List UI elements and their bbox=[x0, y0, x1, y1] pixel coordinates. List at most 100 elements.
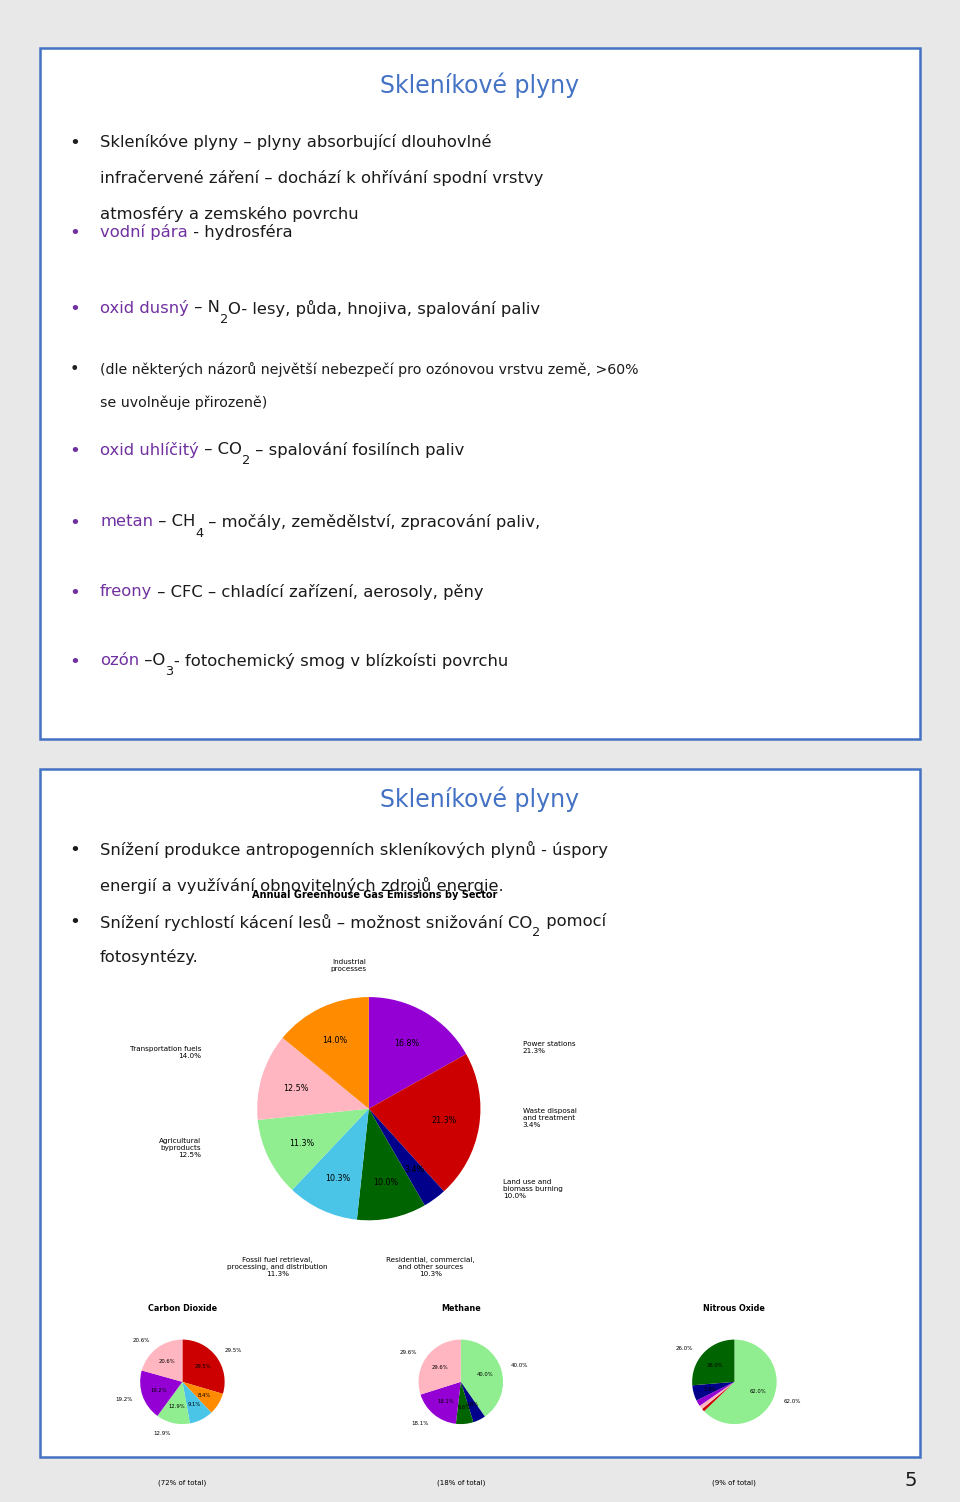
Text: freony: freony bbox=[100, 583, 153, 598]
Wedge shape bbox=[700, 1382, 734, 1409]
Wedge shape bbox=[369, 1108, 444, 1206]
Wedge shape bbox=[456, 1382, 473, 1424]
Text: metan: metan bbox=[100, 514, 153, 529]
Text: pomocí: pomocí bbox=[540, 913, 606, 930]
Text: atmosféry a zemského povrchu: atmosféry a zemského povrchu bbox=[100, 206, 359, 222]
Text: Residential, commercial,
and other sources
10.3%: Residential, commercial, and other sourc… bbox=[386, 1257, 474, 1277]
Text: 29.6%: 29.6% bbox=[431, 1365, 448, 1370]
Text: oxid uhlíčitý: oxid uhlíčitý bbox=[100, 442, 199, 458]
Text: Land use and
biomass burning
10.0%: Land use and biomass burning 10.0% bbox=[503, 1179, 563, 1199]
Text: 11.3%: 11.3% bbox=[289, 1139, 314, 1148]
Text: 9.1%: 9.1% bbox=[187, 1401, 201, 1407]
Text: 3: 3 bbox=[165, 665, 174, 677]
Title: Methane: Methane bbox=[441, 1304, 481, 1313]
Wedge shape bbox=[702, 1382, 734, 1412]
Wedge shape bbox=[357, 1108, 424, 1220]
Text: •: • bbox=[69, 514, 81, 532]
Text: 19.2%: 19.2% bbox=[150, 1388, 167, 1392]
Text: Skleníkové plyny: Skleníkové plyny bbox=[380, 786, 580, 811]
Wedge shape bbox=[697, 1382, 734, 1406]
Wedge shape bbox=[369, 997, 467, 1108]
Text: •: • bbox=[69, 300, 81, 318]
Wedge shape bbox=[461, 1382, 485, 1422]
Text: •: • bbox=[69, 913, 81, 931]
Text: 29.5%: 29.5% bbox=[225, 1347, 242, 1353]
Text: 62.0%: 62.0% bbox=[750, 1389, 766, 1394]
Wedge shape bbox=[461, 1340, 503, 1416]
Text: Industrial
processes: Industrial processes bbox=[330, 960, 367, 972]
Text: 18.1%: 18.1% bbox=[437, 1400, 454, 1404]
Text: 12.9%: 12.9% bbox=[154, 1431, 171, 1436]
Text: 4.8%: 4.8% bbox=[466, 1401, 479, 1407]
Text: – spalování fosilínch paliv: – spalování fosilínch paliv bbox=[251, 442, 465, 458]
Title: Nitrous Oxide: Nitrous Oxide bbox=[704, 1304, 765, 1313]
Text: 14.0%: 14.0% bbox=[323, 1036, 348, 1045]
Wedge shape bbox=[704, 1340, 777, 1424]
Text: 62.0%: 62.0% bbox=[783, 1398, 801, 1404]
Text: (72% of total): (72% of total) bbox=[158, 1479, 206, 1485]
Text: 2: 2 bbox=[220, 312, 228, 326]
Text: – CH: – CH bbox=[153, 514, 196, 529]
Text: Transportation fuels
14.0%: Transportation fuels 14.0% bbox=[130, 1047, 202, 1059]
Text: – CFC – chladící zařízení, aerosoly, pěny: – CFC – chladící zařízení, aerosoly, pěn… bbox=[153, 583, 484, 599]
Wedge shape bbox=[692, 1340, 734, 1385]
Text: (dle některých názorů největší nebezpečí pro ozónovou vrstvu země, >60%: (dle některých názorů největší nebezpečí… bbox=[100, 362, 638, 377]
Text: energií a využívání obnovitelných zdrojů energie.: energií a využívání obnovitelných zdrojů… bbox=[100, 877, 504, 894]
Text: 2: 2 bbox=[242, 454, 251, 467]
Title: Carbon Dioxide: Carbon Dioxide bbox=[148, 1304, 217, 1313]
Text: •: • bbox=[69, 224, 81, 242]
Wedge shape bbox=[692, 1382, 734, 1400]
Text: Power stations
21.3%: Power stations 21.3% bbox=[523, 1041, 575, 1054]
Text: 20.6%: 20.6% bbox=[132, 1338, 150, 1343]
Wedge shape bbox=[282, 997, 369, 1108]
Wedge shape bbox=[257, 1038, 369, 1120]
Text: 16.8%: 16.8% bbox=[395, 1038, 420, 1047]
Wedge shape bbox=[419, 1340, 461, 1394]
Text: •: • bbox=[69, 442, 81, 460]
Text: (18% of total): (18% of total) bbox=[437, 1479, 485, 1485]
Text: Snížení produkce antropogenních skleníkových plynů - úspory: Snížení produkce antropogenních skleníko… bbox=[100, 841, 609, 858]
Wedge shape bbox=[182, 1340, 225, 1394]
Text: 29.6%: 29.6% bbox=[399, 1350, 417, 1355]
Text: (9% of total): (9% of total) bbox=[712, 1479, 756, 1485]
Text: 19.2%: 19.2% bbox=[115, 1397, 132, 1403]
Text: 3.4%: 3.4% bbox=[404, 1166, 424, 1175]
Text: 12.9%: 12.9% bbox=[169, 1404, 185, 1409]
Text: 40.0%: 40.0% bbox=[511, 1362, 528, 1368]
Text: oxid dusný: oxid dusný bbox=[100, 300, 189, 317]
Text: fotosyntézy.: fotosyntézy. bbox=[100, 949, 199, 966]
Wedge shape bbox=[182, 1382, 211, 1424]
Text: 29.5%: 29.5% bbox=[194, 1364, 211, 1370]
Text: 20.6%: 20.6% bbox=[158, 1359, 175, 1364]
Text: 10.0%: 10.0% bbox=[372, 1178, 398, 1187]
Wedge shape bbox=[142, 1340, 182, 1382]
Text: 6.6%: 6.6% bbox=[457, 1404, 470, 1409]
Text: •: • bbox=[69, 652, 81, 670]
Text: 5.9%: 5.9% bbox=[704, 1388, 717, 1392]
Text: 26.0%: 26.0% bbox=[707, 1364, 723, 1368]
Wedge shape bbox=[369, 1054, 480, 1191]
Text: - fotochemický smog v blízkoísti povrchu: - fotochemický smog v blízkoísti povrchu bbox=[174, 652, 508, 668]
Text: Skleníkóve plyny – plyny absorbující dlouhovlné: Skleníkóve plyny – plyny absorbující dlo… bbox=[100, 135, 492, 150]
Text: vodní pára: vodní pára bbox=[100, 224, 188, 240]
Text: infračervené záření – dochází k ohřívání spodní vrstvy: infračervené záření – dochází k ohřívání… bbox=[100, 170, 543, 186]
Text: Skleníkové plyny: Skleníkové plyny bbox=[380, 72, 580, 98]
Text: se uvolněuje přirozeně): se uvolněuje přirozeně) bbox=[100, 395, 268, 410]
Text: 18.1%: 18.1% bbox=[411, 1421, 428, 1427]
Text: 26.0%: 26.0% bbox=[676, 1346, 693, 1352]
Wedge shape bbox=[257, 1108, 369, 1190]
Text: –O: –O bbox=[139, 652, 165, 667]
Text: – močály, zemědělství, zpracování paliv,: – močály, zemědělství, zpracování paliv, bbox=[204, 514, 540, 530]
Text: 4: 4 bbox=[196, 527, 204, 539]
Text: ozón: ozón bbox=[100, 652, 139, 667]
Wedge shape bbox=[182, 1382, 223, 1413]
Text: – CO: – CO bbox=[199, 442, 242, 457]
Text: Snížení rychlostí kácení lesů – možnost snižování CO: Snížení rychlostí kácení lesů – možnost … bbox=[100, 913, 533, 931]
Title: Annual Greenhouse Gas Emissions by Sector: Annual Greenhouse Gas Emissions by Secto… bbox=[252, 891, 497, 900]
Text: 5: 5 bbox=[904, 1470, 917, 1490]
Text: •: • bbox=[69, 841, 81, 859]
Wedge shape bbox=[420, 1382, 461, 1424]
Text: 12.5%: 12.5% bbox=[283, 1084, 308, 1092]
Text: 21.3%: 21.3% bbox=[431, 1116, 457, 1125]
Text: O- lesy, půda, hnojiva, spalování paliv: O- lesy, půda, hnojiva, spalování paliv bbox=[228, 300, 540, 317]
